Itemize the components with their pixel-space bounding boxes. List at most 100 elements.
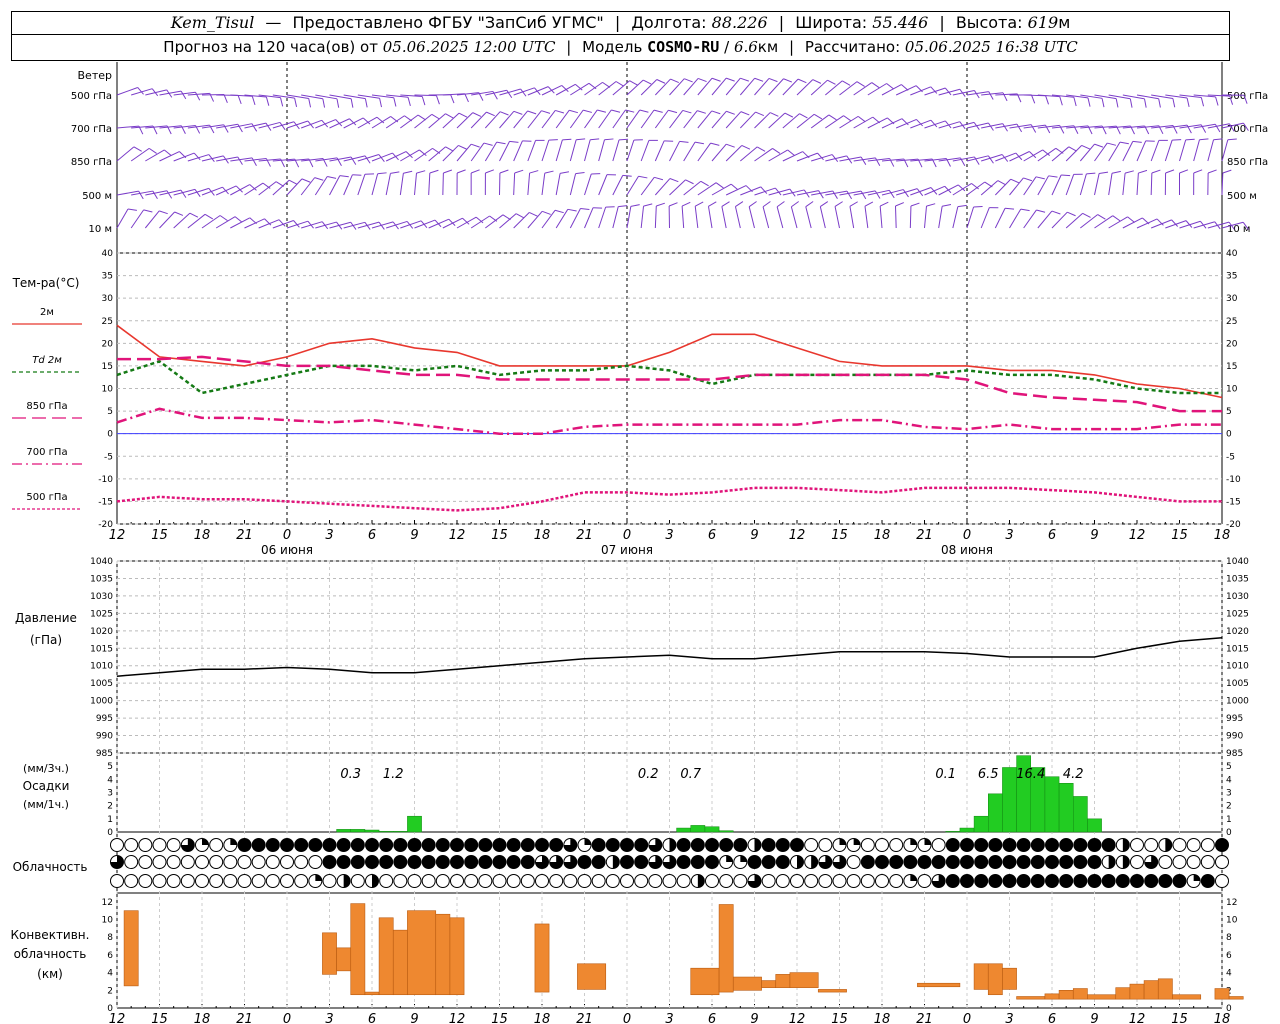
wind-barb — [1108, 216, 1128, 229]
cloud-symbol — [223, 855, 238, 869]
conv-ytick-label: 10 — [102, 916, 114, 926]
wind-barb-flag — [237, 123, 243, 133]
date-label: 06 июня — [261, 543, 313, 557]
wind-barb — [1207, 94, 1230, 97]
wind-barb — [130, 209, 145, 229]
precip-total-label: 4.2 — [1063, 767, 1084, 782]
conv-bar — [336, 947, 352, 972]
wind-level-label-right: 500 гПа — [1227, 91, 1268, 102]
temp-ytick-label: -5 — [104, 452, 113, 462]
wind-barb — [1065, 212, 1083, 229]
cloud-symbol — [506, 855, 521, 869]
cloud-symbol — [1045, 855, 1059, 869]
wind-barb-flag — [1036, 209, 1046, 213]
precip-bar — [1073, 796, 1088, 833]
temp-xaxis-tick-label: 18 — [194, 528, 211, 543]
cloud-symbol — [733, 838, 748, 852]
wind-barb — [286, 220, 309, 229]
wind-barb — [1221, 221, 1244, 229]
precip-ytick-label-right: 4 — [1226, 775, 1232, 785]
computed-label: Рассчитано: — [804, 38, 901, 56]
conv-ytick-label-right: 12 — [1226, 898, 1237, 908]
pressure-ytick-label-right: 1000 — [1226, 697, 1249, 707]
temp-xaxis-tick-label: 9 — [750, 528, 758, 543]
cloud-symbol — [1130, 874, 1144, 888]
wind-barb-flag — [458, 112, 468, 118]
wind-barb-flag — [735, 201, 744, 207]
precip-ytick-label: 1 — [107, 815, 113, 825]
wind-barb-flag — [886, 83, 895, 90]
wind-barb — [754, 147, 773, 162]
wind-barb — [484, 141, 498, 162]
wind-barb-flag — [1185, 220, 1193, 228]
conv-bar — [1143, 980, 1159, 1000]
wind-barb-flag — [403, 170, 413, 174]
wind-barb-flag — [148, 147, 157, 154]
wind-barb-flag — [1228, 123, 1235, 132]
cloud-symbol — [138, 838, 153, 852]
temp-ytick-label-right: 40 — [1226, 249, 1238, 259]
conv-xaxis-tick-label: 15 — [151, 1012, 168, 1024]
wind-barb-flag — [942, 203, 952, 207]
cloud-symbol — [775, 874, 790, 888]
wind-barb-flag — [575, 172, 585, 175]
wind-barb-flag — [1243, 95, 1248, 104]
wind-barb — [570, 82, 590, 96]
longitude-label: Долгота: — [631, 13, 707, 32]
wind-barb — [244, 158, 267, 162]
cloud-symbol-fill — [740, 855, 747, 862]
wind-barb-flag — [378, 221, 385, 230]
wind-barb-flag — [622, 174, 632, 177]
cloud-symbol — [1045, 874, 1059, 888]
wind-barb-flag — [376, 116, 385, 124]
wind-barb-flag — [462, 217, 470, 225]
temp-legend-label: 2м — [40, 307, 54, 318]
wind-level-label: 500 гПа — [71, 91, 112, 102]
wind-barb-flag — [472, 112, 482, 117]
wind-barb-flag — [1061, 174, 1071, 177]
cloud-symbol — [605, 874, 620, 888]
wind-barb — [966, 206, 975, 229]
wind-barb — [1023, 176, 1037, 196]
wind-barb — [1079, 143, 1095, 162]
wind-barb — [782, 113, 800, 129]
wind-barb-flag — [235, 185, 243, 193]
cloud-symbol — [1030, 874, 1045, 888]
cloud-symbol — [294, 855, 309, 869]
wind-barb-flag — [1200, 124, 1207, 133]
precip-bar — [1087, 818, 1102, 833]
cloud-symbol — [974, 838, 989, 852]
wind-barb-flag — [1045, 124, 1051, 134]
wind-barb-flag — [194, 189, 201, 197]
cloud-symbol — [450, 855, 464, 869]
wind-barb — [541, 173, 546, 196]
wind-barb-flag — [715, 182, 724, 189]
wind-barb — [244, 122, 267, 129]
conv-title-2: облачность — [14, 947, 87, 961]
wind-barb — [910, 86, 931, 96]
precip-bar — [407, 815, 422, 833]
cloud-symbol-fill — [669, 838, 677, 852]
wind-barb — [981, 154, 1003, 162]
wind-barb-flag — [711, 77, 721, 82]
wind-barb — [386, 94, 409, 98]
conv-bar — [789, 972, 819, 988]
cloud-symbol — [464, 838, 479, 852]
cloud-symbol — [1101, 874, 1116, 888]
wind-barb-flag — [362, 117, 371, 125]
wind-barb — [286, 178, 303, 196]
wind-barb — [683, 180, 702, 196]
wind-barb — [456, 92, 479, 96]
wind-barb — [555, 109, 570, 129]
wind-barb — [527, 211, 543, 229]
wind-barb — [669, 141, 680, 162]
wind-barb — [173, 124, 196, 129]
cloud-symbol-fill — [535, 855, 549, 869]
wind-barb — [513, 140, 523, 162]
wind-barb-flag — [857, 115, 866, 123]
wind-barb — [910, 187, 932, 196]
wind-barb-flag — [379, 98, 382, 108]
wind-barb-flag — [656, 202, 665, 207]
wind-barb-flag — [1031, 94, 1036, 104]
cloud-symbol — [379, 874, 394, 888]
